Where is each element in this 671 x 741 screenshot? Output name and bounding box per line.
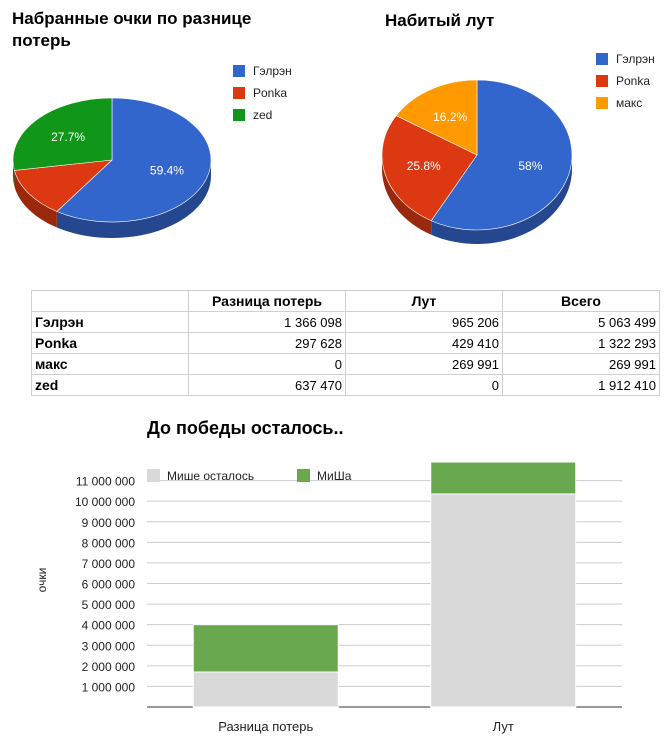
legend-swatch [233, 109, 245, 121]
pie1-slice-side [14, 170, 57, 228]
pie1-legend-item: Ponka [233, 82, 292, 104]
row-name-cell: макс [31, 353, 189, 375]
pie2-slice-макс [395, 79, 478, 156]
row-name-cell: Гэлрэн [31, 311, 189, 333]
pie2-chart: 58% 25.8% 16.2% [381, 79, 573, 244]
legend-swatch [233, 87, 245, 99]
legend-swatch [596, 97, 608, 109]
row-name-cell: Ponka [31, 332, 189, 354]
bar-segment [192, 671, 339, 708]
legend-swatch [147, 469, 160, 482]
legend-swatch [596, 75, 608, 87]
table-header-cell: Всего [502, 290, 660, 312]
table-cell: 0 [345, 374, 503, 396]
x-tick-label: Разница потерь [218, 719, 313, 734]
pie1-slice-ponka [14, 159, 113, 212]
pie1-slice-label: 59.4% [150, 163, 184, 177]
legend-label: МиШа [317, 469, 352, 483]
pie2-slice-ponka [381, 115, 478, 222]
pie1-legend-item: zed [233, 104, 292, 126]
legend-label: Гэлрэн [616, 52, 655, 66]
legend-label: zed [253, 108, 273, 122]
table-cell: 0 [188, 353, 346, 375]
pie2-legend: Гэлрэн Ponka макс [596, 48, 655, 114]
pie2-legend-item: макс [596, 92, 655, 114]
pie1-title: Набранные очки по разнице потерь [12, 9, 252, 50]
table-row: макс 0 269 991 269 991 [31, 353, 660, 375]
legend-label: Гэлрэн [253, 64, 292, 78]
pie2-legend-item: Гэлрэн [596, 48, 655, 70]
pie1-slice-гэлрэн [56, 97, 212, 223]
table-cell: 1 912 410 [502, 374, 660, 396]
pie1-slice-label: 27.7% [51, 130, 85, 144]
y-tick-label: 4 000 000 [82, 619, 136, 633]
table-cell: 269 991 [345, 353, 503, 375]
table-cell: 297 628 [188, 332, 346, 354]
table-cell: 269 991 [502, 353, 660, 375]
bar-chart: 1 000 000 2 000 000 3 000 000 4 000 000 5 00… [35, 461, 622, 734]
table-cell: 965 206 [345, 311, 503, 333]
y-tick-label: 7 000 000 [82, 557, 136, 571]
y-tick-label: 5 000 000 [82, 598, 136, 612]
legend-label: Ponka [253, 86, 288, 100]
table-cell: 1 322 293 [502, 332, 660, 354]
y-tick-label: 8 000 000 [82, 536, 136, 550]
y-tick-label: 3 000 000 [82, 639, 136, 653]
pie2-slice-side [382, 155, 432, 235]
pie1-slice-zed [12, 97, 113, 171]
pie2-legend-item: Ponka [596, 70, 655, 92]
pie2-slice-label: 16.2% [433, 110, 467, 124]
y-tick-label: 11 000 000 [76, 475, 135, 489]
y-tick-label: 9 000 000 [82, 516, 136, 530]
bar-title: До победы осталось.. [147, 418, 344, 438]
legend-label: Мише осталось [167, 469, 254, 483]
pie2-slice-гэлрэн [430, 79, 573, 231]
pie2-slice-label: 58% [518, 159, 542, 173]
table-row: zed 637 470 0 1 912 410 [31, 374, 660, 396]
pie1-chart: 59.4% 27.7% [12, 97, 212, 238]
pie2-slice-label: 25.8% [407, 159, 441, 173]
table-header-cell [31, 290, 189, 312]
table-row: Ponka 297 628 429 410 1 322 293 [31, 332, 660, 354]
bar-segment [430, 461, 577, 495]
row-name-cell: zed [31, 374, 189, 396]
table-header-cell: Лут [345, 290, 503, 312]
y-tick-label: 10 000 000 [75, 495, 135, 509]
pie2-slice-side [431, 155, 572, 244]
table-header-row: Разница потерь Лут Всего [31, 290, 660, 312]
table-cell: 637 470 [188, 374, 346, 396]
y-tick-label: 2 000 000 [82, 660, 136, 674]
pie1-legend: Гэлрэн Ponka zed [233, 60, 292, 126]
table-cell: 429 410 [345, 332, 503, 354]
table-row: Гэлрэн 1 366 098 965 206 5 063 499 [31, 311, 660, 333]
legend-label: Ponka [616, 74, 651, 88]
bar-segment [192, 624, 339, 673]
y-tick-label: 6 000 000 [82, 578, 136, 592]
bar-segment [430, 493, 577, 708]
x-tick-label: Лут [493, 719, 514, 734]
table-header-cell: Разница потерь [188, 290, 346, 312]
pie1-legend-item: Гэлрэн [233, 60, 292, 82]
legend-label: макс [616, 96, 643, 110]
y-axis-label: очки [35, 568, 49, 593]
stats-table: Разница потерь Лут Всего Гэлрэн 1 366 098 96… [31, 290, 660, 396]
pie2-title: Набитый лут [385, 11, 495, 30]
table-cell: 5 063 499 [502, 311, 660, 333]
pie1-slice-side [56, 160, 212, 238]
legend-swatch [596, 53, 608, 65]
legend-swatch [297, 469, 310, 482]
table-cell: 1 366 098 [188, 311, 346, 333]
y-tick-label: 1 000 000 [82, 680, 136, 694]
legend-swatch [233, 65, 245, 77]
